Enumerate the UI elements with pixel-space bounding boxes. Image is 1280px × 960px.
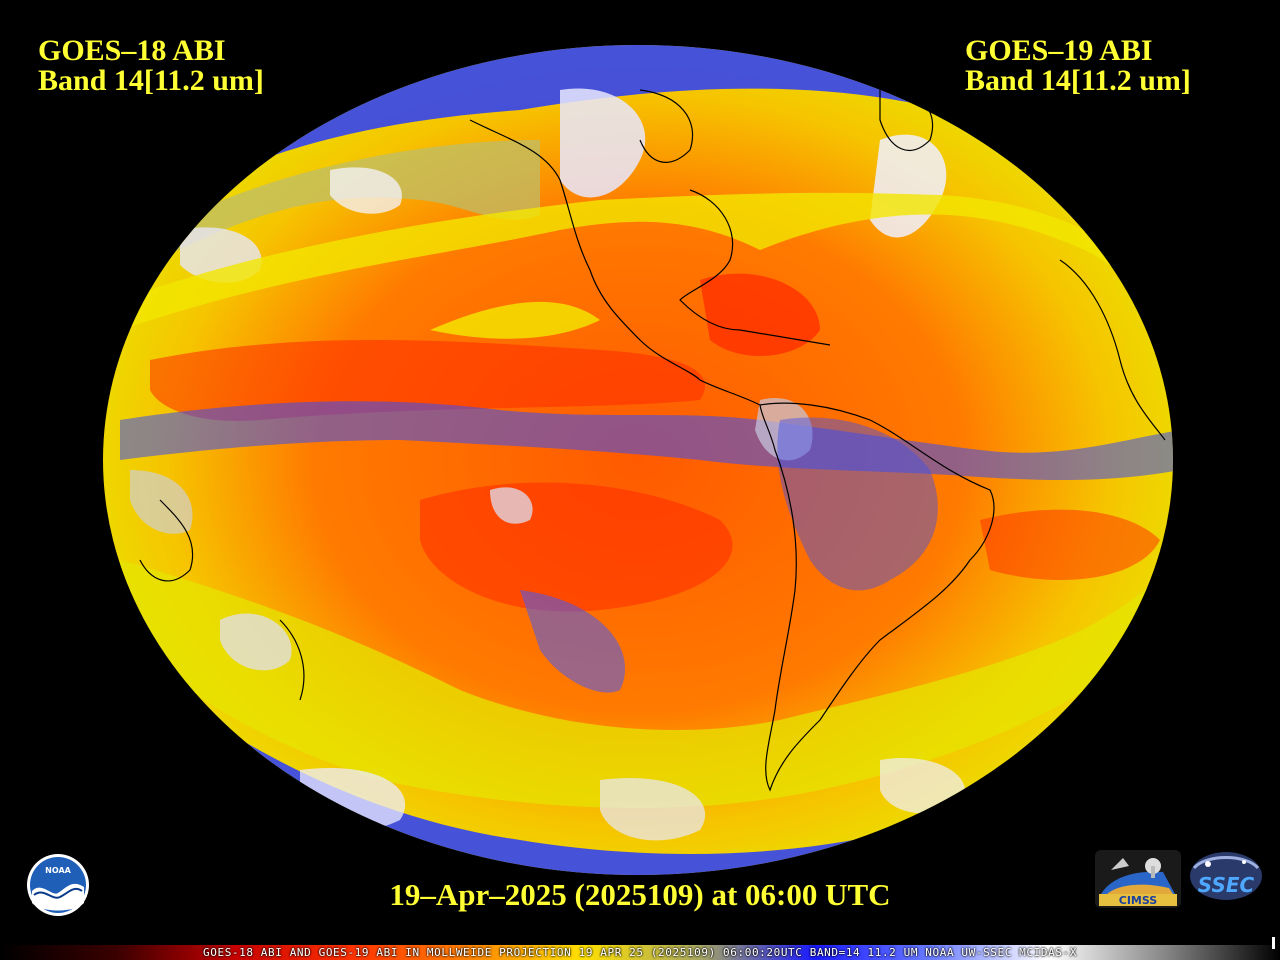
cimss-logo: CIMSS: [1095, 850, 1181, 908]
north-yellow-belt: [120, 192, 1170, 330]
left-satellite-label: GOES–18 ABI Band 14[11.2 um]: [38, 36, 264, 96]
noaa-logo: NOAA: [27, 854, 89, 916]
right-band-name: Band 14[11.2 um]: [965, 64, 1191, 97]
ssec-logo-text: SSEC: [1198, 873, 1255, 897]
right-satellite-name: GOES–19 ABI: [965, 34, 1153, 67]
left-satellite-name: GOES–18 ABI: [38, 34, 226, 67]
image-timestamp: 19–Apr–2025 (2025109) at 06:00 UTC: [389, 877, 891, 912]
corner-tick: [1272, 937, 1275, 949]
cimss-logo-text: CIMSS: [1119, 894, 1158, 907]
color-scale-bar: [0, 945, 1280, 960]
itcz-band: [120, 401, 1173, 480]
right-satellite-label: GOES–19 ABI Band 14[11.2 um]: [965, 36, 1191, 96]
south-yellow-belt: [120, 560, 1173, 809]
noaa-logo-text: NOAA: [45, 866, 71, 875]
left-band-name: Band 14[11.2 um]: [38, 64, 264, 97]
ssec-logo: SSEC: [1190, 852, 1262, 900]
coastlines: [139, 79, 1166, 792]
colorbar-caption: GOES-18 ABI AND GOES-19 ABI IN MOLLWEIDE…: [203, 946, 1077, 959]
